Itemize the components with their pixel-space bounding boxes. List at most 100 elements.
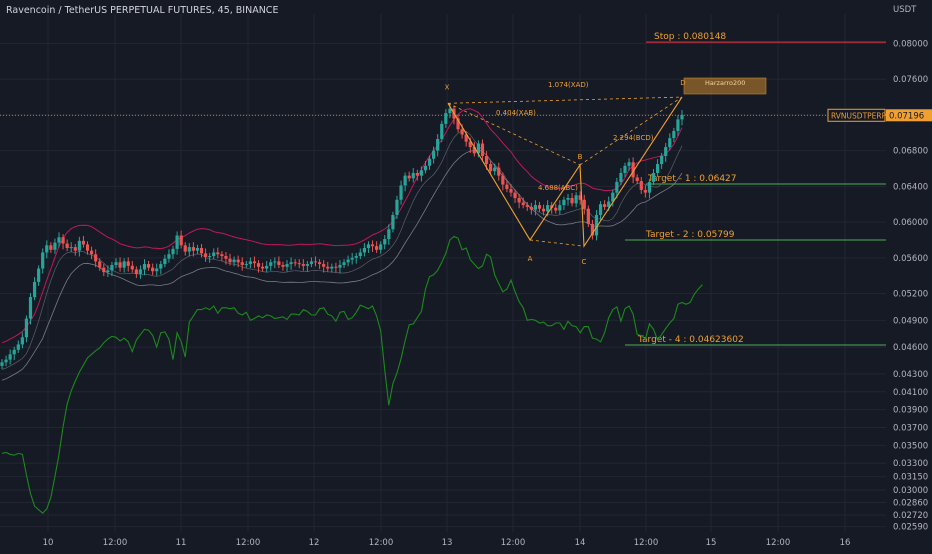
candle-body <box>73 247 77 251</box>
y-tick-label: 0.05600 <box>893 254 928 264</box>
harmonic-ratio-label: 2.294(BCD) <box>613 134 654 142</box>
candle-body <box>305 264 309 266</box>
candle-body <box>607 201 611 207</box>
candle-body <box>427 158 432 166</box>
candle-body <box>313 261 318 263</box>
symbol-tag-box <box>827 108 886 122</box>
candle-body <box>480 143 485 157</box>
candle-body <box>484 156 489 165</box>
harmonic-point-label: B <box>578 153 583 161</box>
y-tick-label: 0.04900 <box>893 316 928 326</box>
prz-zone <box>683 77 767 95</box>
candle-body <box>146 264 151 268</box>
candle-body <box>195 247 200 251</box>
candle-body <box>187 247 191 252</box>
candle-body <box>623 165 627 173</box>
candle-body <box>562 199 566 206</box>
harmonic-ratio-line <box>447 102 581 166</box>
candle-body <box>346 259 350 263</box>
candle-body <box>260 266 265 269</box>
candle-body <box>590 223 595 236</box>
x-tick-label: 12:00 <box>766 538 791 548</box>
candle-body <box>423 165 428 171</box>
candle-body <box>281 264 285 267</box>
y-tick-label: 0.04300 <box>893 370 928 380</box>
candle-body <box>631 162 635 178</box>
candle-body <box>118 262 122 268</box>
candle-body <box>159 264 163 269</box>
candle-body <box>155 268 159 272</box>
y-tick-label: 0.03150 <box>893 473 928 483</box>
candle-body <box>407 175 411 179</box>
candle-body <box>468 141 472 148</box>
candle-body <box>138 269 143 274</box>
mid-band-line <box>1 130 683 370</box>
candle-body <box>20 337 24 345</box>
candle-body <box>102 267 106 273</box>
candle-body <box>493 167 497 172</box>
candle-body <box>639 181 643 190</box>
candle-body <box>651 172 656 182</box>
candle-body <box>265 265 269 269</box>
candle-body <box>16 344 20 350</box>
x-tick-label: 11 <box>176 538 187 548</box>
candle-body <box>318 262 322 265</box>
candle-body <box>41 252 45 269</box>
candle-body <box>375 246 379 250</box>
candle-body <box>432 150 436 159</box>
candle-body <box>582 199 586 209</box>
candle-body <box>28 297 33 319</box>
candle-body <box>537 205 542 209</box>
chart-title: Ravencoin / TetherUS PERPETUAL FUTURES, … <box>6 5 279 16</box>
candle-body <box>232 259 236 263</box>
candle-body <box>611 192 615 202</box>
candle-body <box>256 263 261 267</box>
candle-body <box>0 362 4 366</box>
harmonic-ratio-label: 4.688(ABC) <box>538 184 578 192</box>
candle-body <box>419 170 424 176</box>
candle-body <box>183 245 187 252</box>
candle-body <box>301 264 305 266</box>
candle-body <box>122 261 126 268</box>
candle-body <box>387 229 391 240</box>
candle-body <box>501 175 505 185</box>
candle-body <box>322 264 326 267</box>
candle-body <box>110 264 114 271</box>
symbol-tag: RVNUSDTPERP <box>831 111 887 120</box>
candle-body <box>570 197 574 204</box>
harmonic-ratio-line <box>579 96 683 166</box>
x-tick-label: 12 <box>309 538 320 548</box>
candle-body <box>326 266 330 269</box>
candle-body <box>472 147 476 154</box>
candle-body <box>244 264 248 266</box>
candle-body <box>668 138 672 148</box>
candle-body <box>603 204 607 207</box>
candle-body <box>114 262 118 265</box>
candle-body <box>403 175 407 186</box>
x-tick-label: 10 <box>43 538 54 548</box>
harmonic-ratio-label: 1.074(XAD) <box>548 81 589 89</box>
candle-body <box>98 261 102 268</box>
x-tick-label: 14 <box>575 538 586 548</box>
x-tick-label: 12:00 <box>634 538 659 548</box>
candle-body <box>415 172 419 176</box>
candle-body <box>444 113 448 124</box>
candle-body <box>269 262 273 266</box>
candle-body <box>366 244 371 248</box>
currency-label: USDT <box>893 5 917 15</box>
candle-body <box>45 245 49 253</box>
x-tick-label: 16 <box>840 538 851 548</box>
candle-body <box>647 181 652 193</box>
candle-body <box>37 268 41 282</box>
candle-body <box>212 252 216 257</box>
candle-body <box>61 237 65 244</box>
prz-label: Harzarro200 <box>705 79 745 87</box>
candle-body <box>379 244 383 250</box>
candle-body <box>179 235 183 246</box>
candle-body <box>342 262 346 265</box>
candle-body <box>151 267 155 272</box>
candle-body <box>57 237 61 243</box>
candle-body <box>285 264 289 267</box>
candle-body <box>541 208 546 212</box>
